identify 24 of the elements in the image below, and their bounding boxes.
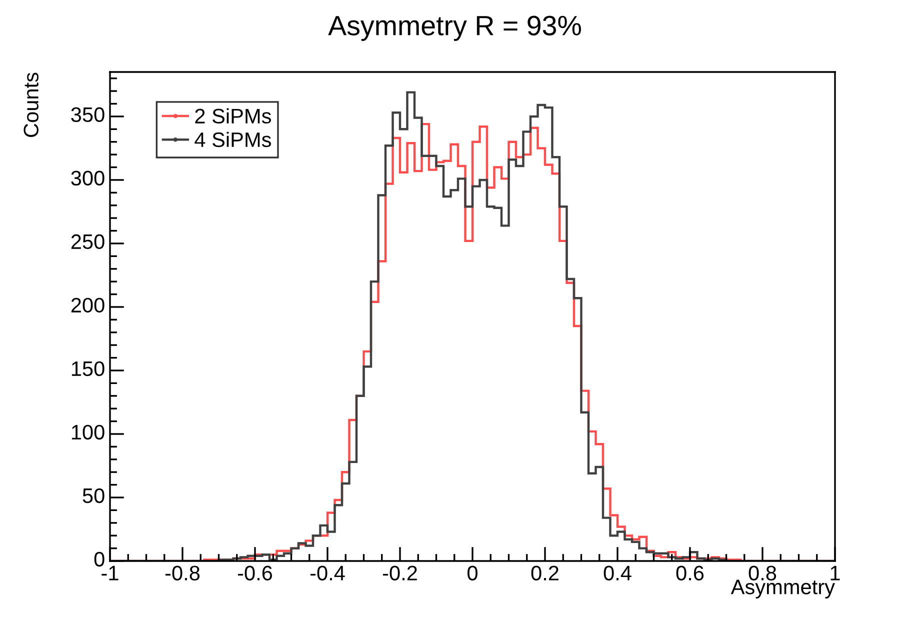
x-tick-label: -0.2 — [382, 566, 417, 580]
y-axis-title: Counts — [24, 72, 38, 137]
x-tick-label: 0.6 — [676, 566, 704, 580]
x-tick-label: 0.8 — [748, 566, 776, 580]
y-tick-label: 150 — [72, 361, 104, 376]
y-tick-label: 300 — [71, 170, 104, 186]
legend-label: 2 SiPMs — [195, 108, 271, 124]
x-axis-title: Asymmetry — [730, 580, 835, 598]
x-tick-label: -1 — [102, 566, 118, 580]
y-tick-label: 350 — [71, 107, 104, 122]
legend-label: 4 SiPMs — [194, 132, 271, 148]
x-tick-label: 0.2 — [531, 566, 558, 580]
y-tick-label: 250 — [71, 234, 104, 250]
y-tick-label: 50 — [82, 488, 104, 504]
x-tick-label: 1 — [830, 566, 840, 580]
x-tick-label: -0.6 — [238, 566, 272, 580]
y-tick-label: 200 — [71, 298, 104, 313]
y-tick-label: 100 — [72, 424, 104, 440]
x-tick-label: -0.8 — [165, 566, 200, 580]
x-tick-label: 0.4 — [604, 566, 632, 580]
chart-title: Asymmetry R = 93% — [328, 16, 581, 41]
y-tick-label: 0 — [94, 552, 104, 567]
x-tick-label: -0.4 — [310, 566, 345, 580]
x-tick-label: 0 — [468, 566, 478, 580]
